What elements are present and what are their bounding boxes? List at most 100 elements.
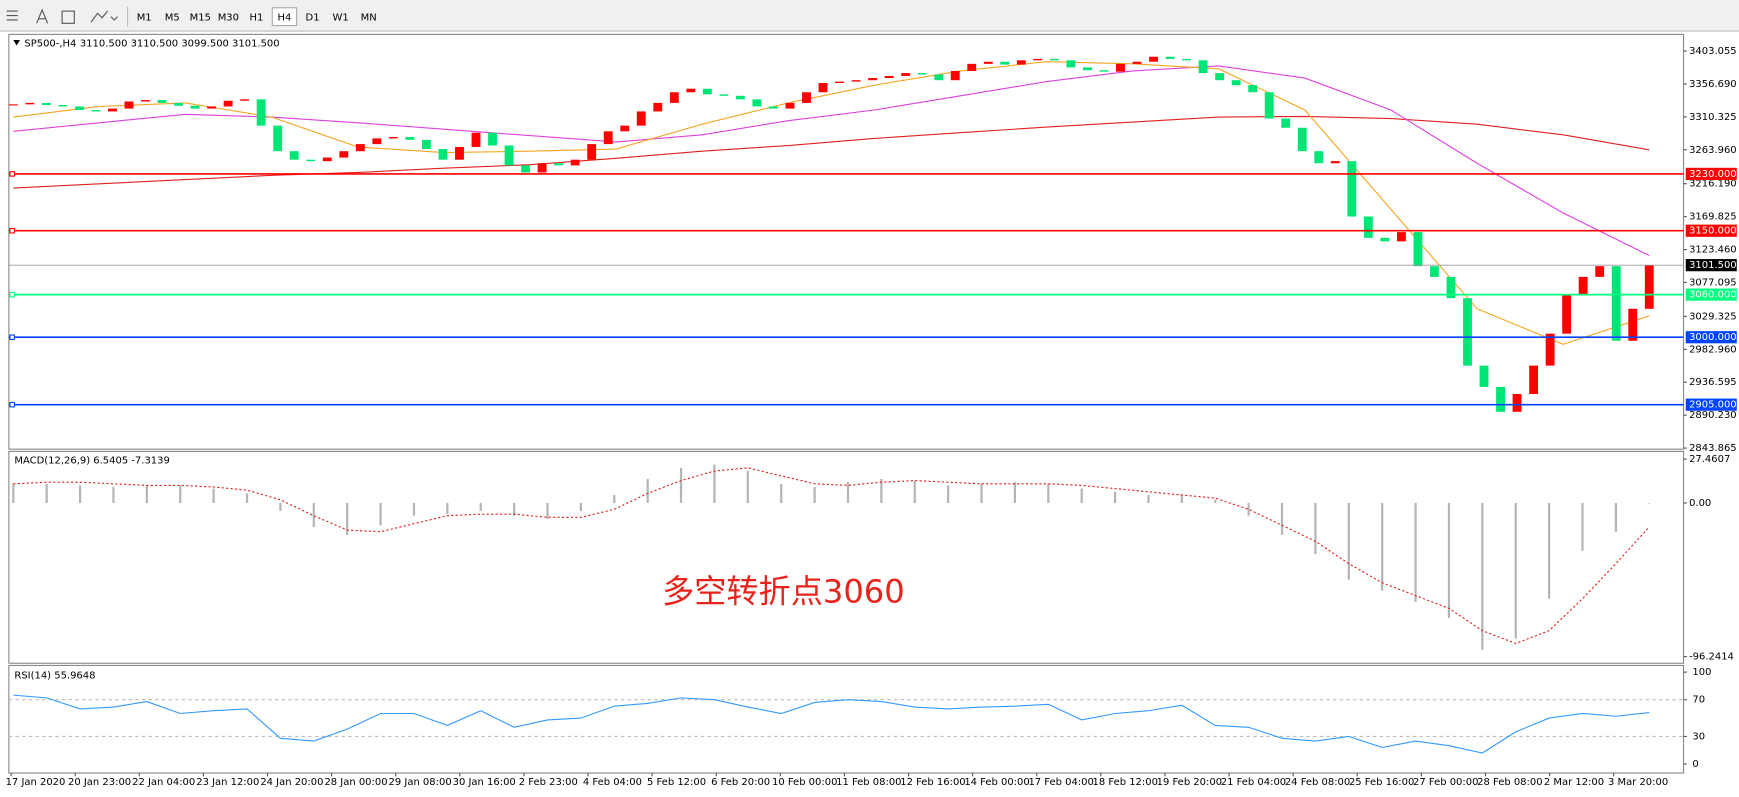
timeframe-button[interactable]: M30 bbox=[218, 13, 239, 24]
y-tick-label: 2843.865 bbox=[1689, 443, 1737, 454]
rsi-label: RSI(14) 55.9648 bbox=[14, 670, 95, 681]
macd-bar bbox=[813, 486, 816, 503]
candle-body bbox=[1033, 58, 1043, 61]
candle-body bbox=[1182, 58, 1192, 61]
timeframe-button[interactable]: M1 bbox=[137, 13, 152, 24]
x-tick-label: 6 Feb 20:00 bbox=[711, 777, 770, 788]
x-tick-label: 30 Jan 16:00 bbox=[453, 777, 516, 788]
candle-body bbox=[1198, 60, 1208, 74]
timeframe-button[interactable]: H1 bbox=[249, 13, 263, 24]
candle-body bbox=[1430, 266, 1439, 277]
macd-bar bbox=[212, 488, 215, 503]
timeframe-button[interactable]: W1 bbox=[332, 13, 348, 24]
timeframe-button[interactable]: D1 bbox=[306, 13, 320, 24]
shapes-tool[interactable] bbox=[90, 10, 118, 23]
candle-body bbox=[967, 63, 977, 71]
macd-bar bbox=[1381, 502, 1384, 591]
candle-body bbox=[372, 138, 382, 145]
candle-body bbox=[1380, 237, 1390, 242]
header-arrow bbox=[13, 39, 20, 46]
candle-body bbox=[174, 102, 183, 106]
candle-body bbox=[1016, 60, 1026, 65]
rsi-line bbox=[13, 694, 1650, 754]
candle-body bbox=[388, 136, 398, 139]
candle-body bbox=[25, 102, 35, 105]
candle-body bbox=[74, 106, 84, 111]
macd-bar bbox=[446, 502, 449, 515]
macd-bar bbox=[279, 502, 282, 511]
macd-bar bbox=[846, 482, 850, 503]
macd-bar bbox=[746, 471, 749, 503]
level-handle bbox=[9, 291, 15, 298]
candle-body bbox=[802, 92, 811, 103]
y-tick-label: 3216.190 bbox=[1689, 179, 1737, 190]
candle-body bbox=[273, 125, 283, 152]
candle-body bbox=[1413, 232, 1423, 267]
candle-body bbox=[1611, 266, 1621, 341]
candle-body bbox=[322, 157, 332, 162]
level-label: 3230.000 bbox=[1689, 169, 1737, 180]
y-tick-label: 3263.960 bbox=[1689, 145, 1737, 156]
candle-body bbox=[537, 163, 547, 173]
candle-body bbox=[1231, 80, 1241, 86]
candle-body bbox=[1215, 73, 1225, 81]
candle-body bbox=[1049, 58, 1059, 61]
x-tick-label: 23 Jan 12:00 bbox=[196, 777, 259, 788]
candle-body bbox=[785, 102, 795, 109]
timeframe-button[interactable]: M5 bbox=[165, 13, 180, 24]
candle-body bbox=[1463, 298, 1472, 366]
macd-bar bbox=[880, 479, 883, 503]
macd-bar bbox=[312, 502, 315, 527]
macd-bar bbox=[646, 479, 649, 503]
level-label: 2905.000 bbox=[1689, 400, 1737, 411]
candle-body bbox=[901, 73, 911, 76]
timeframe-button[interactable]: M15 bbox=[190, 13, 211, 24]
candle-body bbox=[1281, 118, 1291, 128]
candle-body bbox=[653, 102, 663, 112]
candle-body bbox=[735, 95, 745, 100]
candle-body bbox=[1099, 70, 1109, 72]
label-tool[interactable] bbox=[61, 10, 75, 24]
macd-bar bbox=[179, 485, 182, 503]
timeframe-button[interactable]: MN bbox=[361, 13, 377, 24]
timeframe-button[interactable]: H4 bbox=[278, 13, 292, 24]
candle-body bbox=[58, 105, 68, 107]
candle-body bbox=[1479, 365, 1489, 387]
macd-bar bbox=[12, 483, 15, 503]
x-tick-label: 14 Feb 00:00 bbox=[964, 777, 1029, 788]
candle-body bbox=[157, 100, 167, 103]
macd-bar bbox=[1113, 491, 1117, 503]
candle-body bbox=[983, 61, 993, 64]
macd-bar bbox=[579, 502, 582, 511]
x-tick-label: 18 Feb 12:00 bbox=[1093, 777, 1158, 788]
candle-body bbox=[141, 100, 150, 102]
candle-body bbox=[471, 132, 481, 147]
chart-ohlc: 3110.500 3110.500 3099.500 3101.500 bbox=[80, 38, 280, 49]
candle-body bbox=[1066, 60, 1076, 68]
macd-bar bbox=[379, 502, 382, 526]
macd-bar bbox=[1614, 502, 1617, 532]
candle-body bbox=[1396, 232, 1406, 242]
text-tool[interactable] bbox=[36, 8, 49, 24]
level-label: 3150.000 bbox=[1689, 226, 1737, 237]
macd-bar bbox=[346, 502, 349, 535]
crosshair-tool[interactable] bbox=[6, 10, 18, 21]
x-tick-label: 11 Feb 08:00 bbox=[836, 777, 901, 788]
x-tick-label: 2 Feb 23:00 bbox=[519, 777, 578, 788]
y-tick-label: 3029.325 bbox=[1689, 311, 1737, 322]
level-tag bbox=[1685, 224, 1737, 237]
macd-label: MACD(12,26,9) 6.5405 -7.3139 bbox=[14, 455, 169, 466]
candle-body bbox=[339, 151, 349, 158]
x-tick-label: 12 Feb 16:00 bbox=[900, 777, 965, 788]
price-panel bbox=[8, 33, 1685, 450]
candle-body bbox=[851, 80, 861, 82]
candle-body bbox=[769, 106, 778, 109]
candle-body bbox=[1644, 265, 1654, 309]
candle-body bbox=[488, 132, 497, 146]
candle-body bbox=[702, 88, 712, 95]
macd-bar bbox=[1247, 502, 1250, 516]
macd-bar bbox=[1548, 502, 1551, 599]
y-tick-label: 100 bbox=[1692, 667, 1711, 678]
candle-body bbox=[752, 99, 762, 107]
